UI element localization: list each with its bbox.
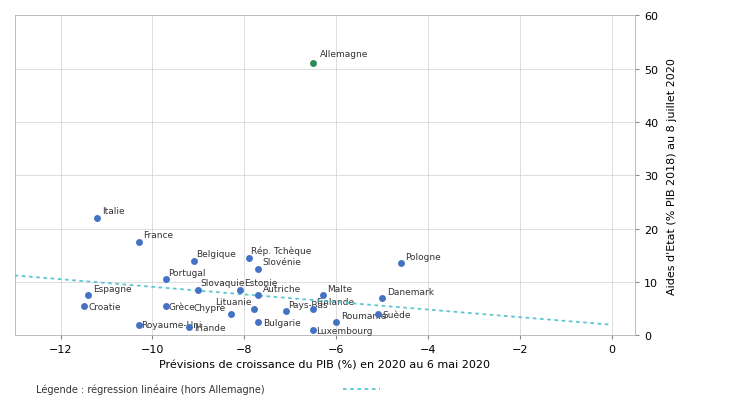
Point	[82, 292, 94, 299]
Y-axis label: Aides d'Etat (% PIB 2018) au 8 juillet 2020: Aides d'Etat (% PIB 2018) au 8 juillet 2…	[666, 58, 677, 294]
Point	[307, 61, 319, 67]
Point	[307, 306, 319, 312]
X-axis label: Prévisions de croissance du PIB (%) en 2020 au 6 mai 2020: Prévisions de croissance du PIB (%) en 2…	[159, 360, 491, 370]
Text: Allemagne: Allemagne	[320, 50, 369, 59]
Text: Espagne: Espagne	[93, 284, 131, 293]
Text: Irlande: Irlande	[194, 323, 226, 332]
Point	[234, 287, 246, 294]
Text: Slovaquie: Slovaquie	[201, 279, 245, 288]
Point	[161, 276, 172, 283]
Text: Italie: Italie	[102, 206, 125, 215]
Text: France: France	[143, 230, 174, 239]
Text: Royaume-Uni: Royaume-Uni	[141, 321, 201, 330]
Point	[395, 261, 407, 267]
Point	[77, 303, 89, 310]
Text: Finlande: Finlande	[315, 298, 354, 307]
Point	[253, 319, 264, 326]
Point	[253, 292, 264, 299]
Point	[183, 324, 195, 330]
Text: Bulgarie: Bulgarie	[263, 318, 301, 327]
Text: Malte: Malte	[327, 284, 353, 293]
Point	[161, 303, 172, 310]
Text: Roumanie: Roumanie	[341, 311, 386, 320]
Text: Grèce: Grèce	[169, 302, 196, 311]
Point	[133, 321, 145, 328]
Point	[317, 292, 328, 299]
Text: Chypre: Chypre	[193, 303, 226, 312]
Point	[307, 327, 319, 333]
Text: Estonie: Estonie	[245, 279, 278, 288]
Text: Luxembourg: Luxembourg	[315, 326, 372, 335]
Point	[91, 215, 103, 222]
Point	[331, 319, 342, 326]
Point	[280, 308, 291, 315]
Text: Pays-Bas: Pays-Bas	[288, 300, 328, 309]
Point	[243, 255, 255, 262]
Point	[247, 306, 259, 312]
Text: Belgique: Belgique	[196, 249, 236, 258]
Text: Autriche: Autriche	[263, 284, 301, 293]
Text: Croatie: Croatie	[88, 302, 120, 311]
Point	[253, 266, 264, 272]
Point	[377, 295, 388, 301]
Text: Danemark: Danemark	[387, 287, 434, 296]
Text: Suède: Suède	[383, 310, 411, 319]
Text: Rép. Tchèque: Rép. Tchèque	[251, 246, 312, 256]
Point	[133, 239, 145, 245]
Text: Pologne: Pologne	[405, 252, 441, 261]
Text: Légende : régression linéaire (hors Allemagne): Légende : régression linéaire (hors Alle…	[36, 383, 265, 394]
Point	[193, 287, 204, 294]
Text: Portugal: Portugal	[169, 268, 206, 277]
Point	[372, 311, 383, 317]
Point	[225, 311, 237, 317]
Text: Slovénie: Slovénie	[263, 257, 301, 266]
Text: Lituanie: Lituanie	[215, 298, 251, 307]
Point	[188, 258, 200, 264]
